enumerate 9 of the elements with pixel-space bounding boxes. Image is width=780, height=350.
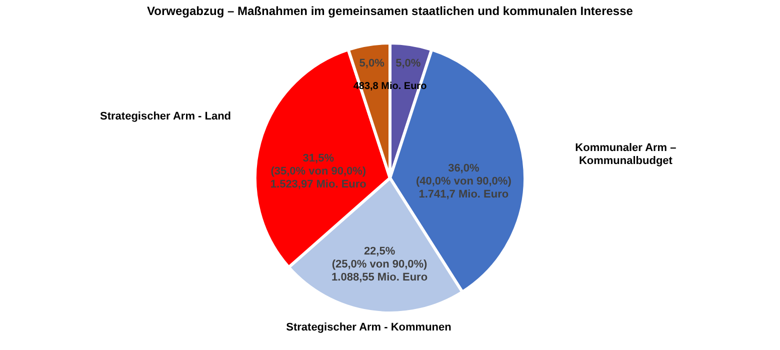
text: Vorwegabzug – Maßnahmen im gemeinsamen staatlichen und kommunalen Interesse xyxy=(147,4,634,18)
data-label: 22,5% (25,0% von 90,0%) 1.088,55 Mio. Euro xyxy=(332,246,428,284)
slice-label: Kommunaler Arm – Kommunalbudget xyxy=(575,142,676,168)
data-label: 36,0% (40,0% von 90,0%) 1.741,7 Mio. Euro xyxy=(416,162,512,201)
data-label: 5,0% xyxy=(359,57,385,70)
data-label: 5,0% xyxy=(396,57,421,70)
slice-label: Strategischer Arm - Land xyxy=(100,110,232,123)
slice-label: Strategischer Arm - Kommunen xyxy=(286,321,452,334)
data-label: 31,5% (35,0% von 90,0%) 1.523,97 Mio. Euro xyxy=(270,152,367,190)
